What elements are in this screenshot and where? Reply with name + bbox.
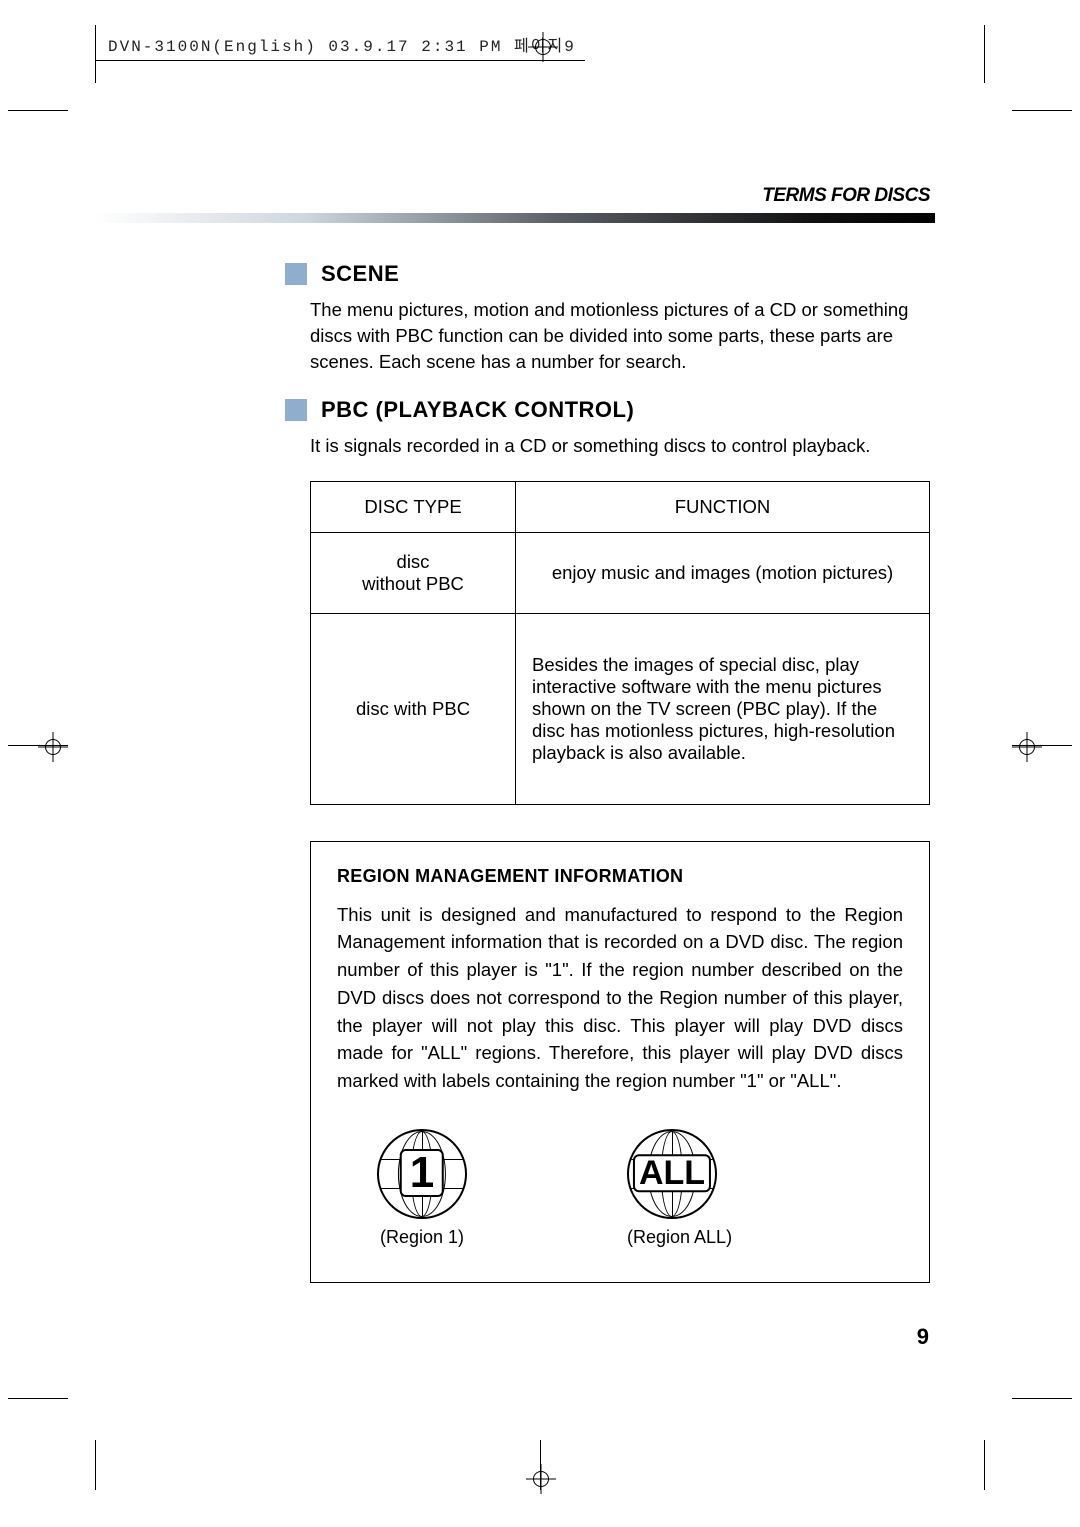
section-heading-scene: SCENE: [285, 261, 985, 287]
region-icons-row: 1 (Region 1) ALL (Region ALL): [377, 1129, 903, 1248]
table-cell: Besides the images of special disc, play…: [516, 614, 929, 804]
region-globe-label: 1: [400, 1149, 444, 1197]
registration-mark-icon: [528, 32, 558, 62]
region-info-box: REGION MANAGEMENT INFORMATION This unit …: [310, 841, 930, 1283]
crop-mark: [984, 25, 985, 83]
table-row: disc without PBC enjoy music and images …: [311, 532, 929, 613]
region-globe-icon: ALL: [627, 1129, 717, 1219]
region-icon-caption: (Region 1): [377, 1227, 467, 1248]
page-content: TERMS FOR DISCS SCENE The menu pictures,…: [95, 110, 985, 1398]
pbc-table: DISC TYPE FUNCTION disc without PBC enjo…: [310, 481, 930, 805]
table-header-cell: FUNCTION: [516, 482, 929, 532]
header-gradient-bar: [95, 213, 935, 223]
registration-mark-icon: [526, 1464, 556, 1494]
section-heading-pbc: PBC (PLAYBACK CONTROL): [285, 397, 985, 423]
table-cell: enjoy music and images (motion pictures): [516, 533, 929, 613]
region-icon-block: ALL (Region ALL): [627, 1129, 732, 1248]
table-header-cell: DISC TYPE: [311, 482, 516, 532]
bullet-square-icon: [285, 263, 307, 285]
table-row: disc with PBC Besides the images of spec…: [311, 613, 929, 804]
crop-mark: [95, 25, 96, 83]
region-icon-block: 1 (Region 1): [377, 1129, 467, 1248]
section-body: It is signals recorded in a CD or someth…: [310, 433, 930, 459]
section-body: The menu pictures, motion and motionless…: [310, 297, 930, 375]
section-title: PBC (PLAYBACK CONTROL): [321, 397, 634, 423]
crop-mark: [1012, 110, 1072, 111]
header-rule: [95, 60, 585, 61]
table-cell: disc with PBC: [311, 614, 516, 804]
crop-mark: [984, 1440, 985, 1490]
crop-mark: [8, 1398, 68, 1399]
region-globe-label: ALL: [633, 1154, 711, 1192]
region-body: This unit is designed and manufactured t…: [337, 901, 903, 1095]
page-section-header: TERMS FOR DISCS: [95, 185, 930, 207]
bullet-square-icon: [285, 399, 307, 421]
table-header-row: DISC TYPE FUNCTION: [311, 482, 929, 532]
crop-mark: [95, 1440, 96, 1490]
crop-mark: [8, 110, 68, 111]
region-icon-caption: (Region ALL): [627, 1227, 732, 1248]
page-number: 9: [917, 1324, 929, 1350]
registration-mark-icon: [38, 732, 68, 762]
section-title: SCENE: [321, 261, 399, 287]
region-title: REGION MANAGEMENT INFORMATION: [337, 866, 903, 887]
crop-mark: [1012, 1398, 1072, 1399]
registration-mark-icon: [1012, 732, 1042, 762]
table-cell: disc without PBC: [311, 533, 516, 613]
doc-stamp: DVN-3100N(English) 03.9.17 2:31 PM 페이지9: [108, 32, 576, 56]
region-globe-icon: 1: [377, 1129, 467, 1219]
